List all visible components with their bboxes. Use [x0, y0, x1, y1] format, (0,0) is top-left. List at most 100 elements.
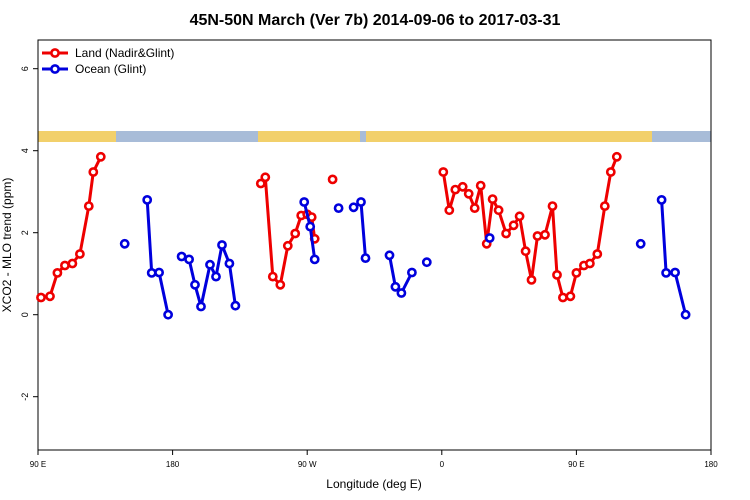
plot-frame: [37, 39, 712, 451]
data-point: [552, 269, 562, 280]
x-tick-label: 0: [440, 460, 445, 469]
series-line: [40, 156, 103, 299]
data-point: [493, 205, 504, 216]
data-point: [52, 267, 63, 278]
data-point: [469, 203, 480, 213]
legend-item: Land (Nadir&Glint): [42, 46, 174, 60]
data-point: [45, 291, 55, 302]
data-point: [333, 203, 344, 213]
data-point: [463, 188, 474, 199]
data-point: [217, 240, 227, 250]
data-point: [656, 194, 667, 205]
data-point: [75, 249, 85, 259]
data-point: [592, 249, 603, 259]
data-point: [396, 288, 407, 298]
data-point: [670, 267, 680, 278]
y-tick-label: 4: [20, 148, 30, 153]
data-point: [282, 240, 293, 251]
data-point: [154, 267, 164, 278]
data-point: [520, 246, 531, 257]
x-tick-label: 90 W: [298, 460, 317, 469]
data-point: [390, 281, 401, 292]
y-tick-label: 2: [20, 230, 30, 235]
x-tick-label: 90 E: [568, 460, 584, 469]
series-line: [660, 199, 688, 316]
data-point: [205, 259, 215, 270]
y-axis: -2 0 2 4 6: [20, 66, 38, 401]
legend: Land (Nadir&Glint) Ocean (Glint): [42, 46, 174, 76]
data-point: [421, 257, 432, 268]
y-axis-label: XCO2 - MLO trend (ppm): [0, 178, 14, 313]
x-tick-label: 90 E: [30, 460, 46, 469]
data-point: [565, 291, 576, 302]
series-ocean: [119, 194, 691, 320]
legend-marker: [50, 48, 60, 58]
data-point: [484, 233, 495, 243]
y-tick-label: 0: [20, 312, 30, 317]
data-point: [444, 205, 455, 216]
data-point: [299, 197, 310, 207]
data-point: [95, 151, 106, 162]
data-point: [36, 292, 46, 303]
series-line: [259, 175, 317, 287]
data-point: [508, 220, 519, 231]
chart-title: 45N-50N March (Ver 7b) 2014-09-06 to 201…: [190, 12, 561, 29]
data-point: [571, 267, 582, 278]
data-point: [67, 258, 78, 269]
data-point: [540, 229, 550, 240]
data-point: [267, 271, 278, 282]
y-tick-label: -2: [20, 393, 30, 401]
data-point: [309, 254, 320, 265]
data-point: [438, 167, 449, 177]
data-point: [255, 178, 266, 189]
data-point: [327, 174, 338, 185]
series-land: [36, 151, 622, 303]
x-axis: 90 E 180 90 W 0 90 E 180: [30, 450, 718, 469]
data-point: [487, 194, 498, 204]
x-tick-label: 180: [704, 460, 718, 469]
data-point: [680, 309, 691, 320]
x-axis-label: Longitude (deg E): [326, 477, 421, 491]
band-land: [258, 131, 360, 142]
data-point: [406, 267, 417, 278]
data-point: [585, 258, 595, 269]
data-point: [661, 267, 671, 278]
data-point: [230, 300, 241, 311]
data-point: [558, 292, 568, 303]
data-point: [260, 172, 271, 183]
band-land: [366, 131, 652, 142]
data-point: [275, 279, 286, 290]
series-line: [145, 199, 170, 316]
data-point: [501, 228, 511, 239]
data-point: [599, 201, 610, 211]
data-point: [384, 250, 395, 261]
land-ocean-band: [38, 131, 711, 142]
data-point: [356, 197, 366, 207]
data-point: [119, 238, 130, 249]
y-tick-label: 6: [20, 66, 30, 71]
series-line: [181, 243, 237, 308]
data-point: [348, 202, 359, 213]
band-land: [38, 131, 116, 142]
data-point: [176, 251, 187, 262]
data-point: [605, 167, 616, 177]
data-point: [184, 254, 194, 265]
data-point: [290, 228, 301, 239]
data-point: [224, 258, 235, 269]
data-point: [196, 301, 206, 312]
data-point: [475, 180, 486, 191]
data-point: [142, 194, 153, 205]
legend-label: Land (Nadir&Glint): [75, 46, 174, 60]
data-point: [611, 151, 622, 162]
data-point: [83, 201, 94, 211]
data-point: [60, 260, 70, 271]
legend-item: Ocean (Glint): [42, 62, 146, 76]
data-point: [457, 181, 468, 192]
data-point: [88, 167, 99, 177]
legend-label: Ocean (Glint): [75, 62, 146, 76]
data-point: [305, 221, 316, 232]
data-point: [163, 309, 173, 320]
data-point: [190, 279, 200, 290]
x-tick-label: 180: [166, 460, 180, 469]
